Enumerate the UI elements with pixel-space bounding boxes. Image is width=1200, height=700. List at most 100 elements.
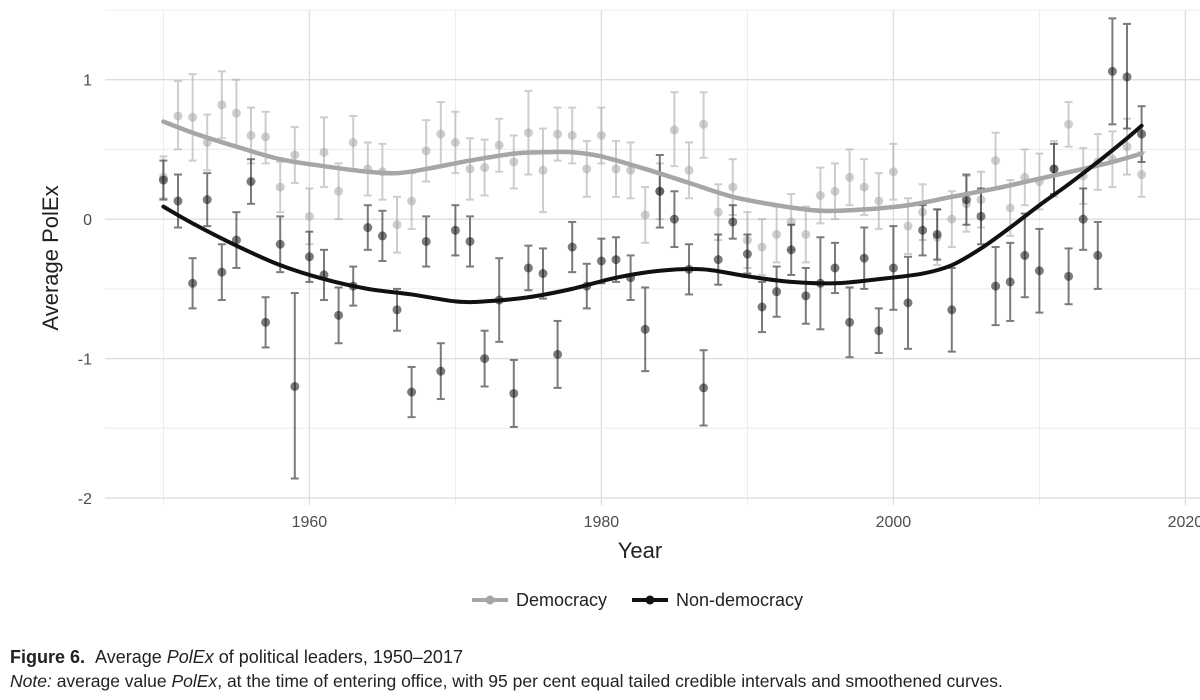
point-non-democracy-2016 xyxy=(1122,72,1132,82)
point-democracy-1966 xyxy=(392,220,402,230)
y-tick-label-1: 1 xyxy=(83,73,92,90)
point-non-democracy-2000 xyxy=(888,263,898,273)
legend-democracy-point xyxy=(485,595,495,605)
point-non-democracy-1960 xyxy=(304,252,314,262)
figure-caption: Figure 6. Average PolEx of political lea… xyxy=(10,645,1195,693)
note-italic: PolEx xyxy=(171,671,218,691)
smooth-curve-democracy xyxy=(161,119,1144,214)
point-non-democracy-1969 xyxy=(436,366,446,376)
point-democracy-1962 xyxy=(334,186,344,196)
point-non-democracy-1983 xyxy=(640,324,650,334)
caption-title-post: of political leaders, 1950–2017 xyxy=(213,647,463,667)
x-tick-label-2000: 2000 xyxy=(876,514,912,531)
point-non-democracy-1950 xyxy=(158,175,168,185)
point-democracy-1985 xyxy=(669,125,679,135)
x-axis-title: Year xyxy=(618,538,662,563)
point-non-democracy-2005 xyxy=(961,195,971,205)
legend-nondemocracy-label: Non-democracy xyxy=(676,590,803,610)
point-non-democracy-1975 xyxy=(523,263,533,273)
point-non-democracy-1972 xyxy=(480,354,490,364)
point-democracy-2016 xyxy=(1122,142,1132,152)
point-democracy-2017 xyxy=(1137,170,1147,180)
point-democracy-1981 xyxy=(611,164,621,174)
point-democracy-1983 xyxy=(640,210,650,220)
point-democracy-1972 xyxy=(480,163,490,173)
point-non-democracy-1956 xyxy=(246,177,256,187)
point-non-democracy-2013 xyxy=(1078,214,1088,224)
point-non-democracy-2004 xyxy=(947,305,957,315)
point-democracy-1980 xyxy=(596,130,606,140)
point-non-democracy-1993 xyxy=(786,245,796,255)
point-democracy-1998 xyxy=(859,182,869,192)
point-non-democracy-2011 xyxy=(1049,164,1059,174)
smooth-curve-non-democracy xyxy=(161,123,1144,305)
point-non-democracy-1985 xyxy=(669,214,679,224)
point-non-democracy-1999 xyxy=(874,326,884,336)
y-tick-label--1: -1 xyxy=(78,352,92,369)
point-non-democracy-2006 xyxy=(976,211,986,221)
point-non-democracy-2010 xyxy=(1034,266,1044,276)
point-democracy-1988 xyxy=(713,207,723,217)
grid-lines xyxy=(105,9,1200,505)
point-non-democracy-1974 xyxy=(509,388,519,398)
point-democracy-1979 xyxy=(582,164,592,174)
point-democracy-1955 xyxy=(231,108,241,118)
caption-note-line: Note: average value PolEx, at the time o… xyxy=(10,669,1195,693)
point-democracy-1982 xyxy=(626,165,636,175)
point-non-democracy-1980 xyxy=(596,256,606,266)
point-non-democracy-1952 xyxy=(188,278,198,288)
y-axis-title: Average PolEx xyxy=(38,185,63,330)
caption-title-italic: PolEx xyxy=(166,647,214,667)
point-non-democracy-2015 xyxy=(1107,66,1117,76)
point-non-democracy-2003 xyxy=(932,229,942,239)
point-democracy-1952 xyxy=(188,112,198,122)
point-non-democracy-1959 xyxy=(290,381,300,391)
point-democracy-1954 xyxy=(217,100,227,110)
x-tick-label-2020: 2020 xyxy=(1168,514,1200,531)
point-non-democracy-1991 xyxy=(757,302,767,312)
point-non-democracy-1954 xyxy=(217,267,227,277)
polex-chart: 1960 1980 2000 2020 -2 -1 0 1 Year Average Pol… xyxy=(38,9,1200,610)
point-non-democracy-2002 xyxy=(918,225,928,235)
point-non-democracy-2001 xyxy=(903,298,913,308)
series-non-democracy xyxy=(158,17,1147,480)
point-democracy-1963 xyxy=(348,137,358,147)
point-democracy-2012 xyxy=(1064,119,1074,129)
point-democracy-1999 xyxy=(874,196,884,206)
point-non-democracy-2007 xyxy=(991,281,1001,291)
point-democracy-1994 xyxy=(801,229,811,239)
x-tick-label-1960: 1960 xyxy=(292,514,328,531)
point-democracy-1971 xyxy=(465,164,475,174)
point-non-democracy-1970 xyxy=(450,225,460,235)
point-non-democracy-1971 xyxy=(465,236,475,246)
point-non-democracy-1994 xyxy=(801,291,811,301)
point-democracy-2004 xyxy=(947,214,957,224)
point-democracy-1968 xyxy=(421,146,431,156)
point-non-democracy-1962 xyxy=(334,310,344,320)
point-democracy-1989 xyxy=(728,182,738,192)
point-non-democracy-1987 xyxy=(699,383,709,393)
point-democracy-1977 xyxy=(553,129,563,139)
point-non-democracy-1998 xyxy=(859,253,869,263)
point-non-democracy-2009 xyxy=(1020,250,1030,260)
point-democracy-1991 xyxy=(757,242,767,252)
point-democracy-1957 xyxy=(261,132,271,142)
legend-nondemocracy-point xyxy=(645,595,655,605)
point-non-democracy-1978 xyxy=(567,242,577,252)
point-democracy-1995 xyxy=(815,190,825,200)
point-democracy-1974 xyxy=(509,157,519,167)
point-democracy-1956 xyxy=(246,130,256,140)
point-non-democracy-2017 xyxy=(1137,129,1147,139)
point-democracy-1997 xyxy=(845,172,855,182)
point-non-democracy-2008 xyxy=(1005,277,1015,287)
point-non-democracy-1992 xyxy=(772,287,782,297)
point-democracy-1986 xyxy=(684,165,694,175)
point-non-democracy-1989 xyxy=(728,217,738,227)
figure-label: Figure 6. xyxy=(10,647,86,667)
point-democracy-1976 xyxy=(538,165,548,175)
point-non-democracy-1981 xyxy=(611,255,621,265)
point-non-democracy-1988 xyxy=(713,255,723,265)
point-non-democracy-1964 xyxy=(363,223,373,233)
point-non-democracy-1990 xyxy=(742,249,752,259)
point-democracy-1987 xyxy=(699,119,709,129)
